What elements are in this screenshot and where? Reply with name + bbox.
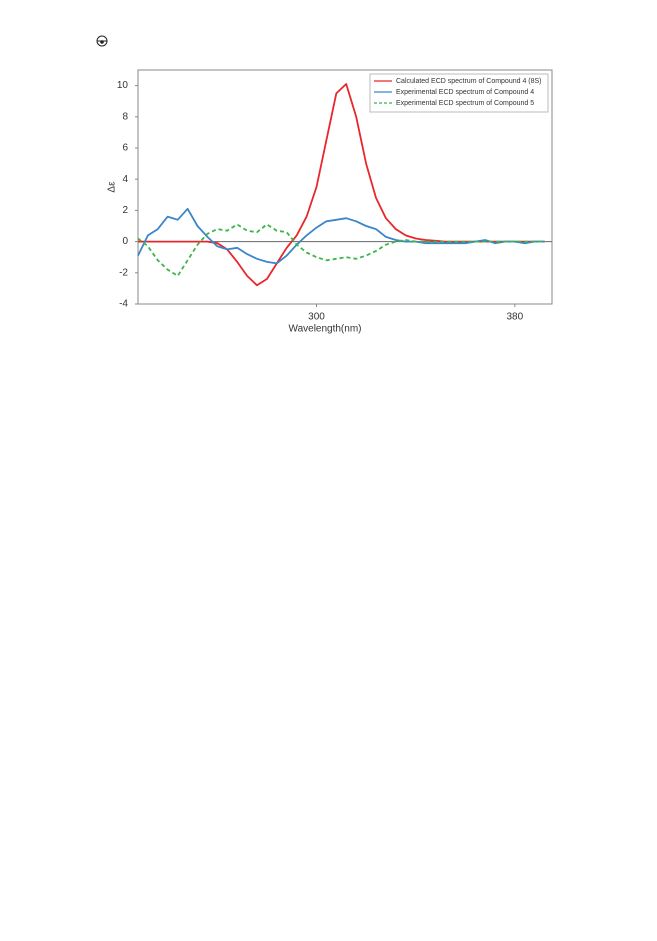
y-tick-label: 2: [122, 205, 128, 216]
y-tick-label: 8: [122, 111, 128, 122]
y-tick-label: -4: [119, 299, 128, 310]
series-line: [137, 223, 545, 277]
plot-frame: [137, 69, 553, 305]
y-tick-label: 0: [122, 236, 128, 247]
y-tick-label: -2: [119, 267, 128, 278]
page-icon: [96, 35, 108, 47]
legend-label: Experimental ECD spectrum of Compound 4: [396, 89, 534, 96]
y-tick-label: 4: [122, 174, 128, 185]
series-line: [138, 83, 545, 287]
x-tick-label: 300: [308, 312, 325, 323]
x-axis-label: Wavelength(nm): [289, 324, 362, 335]
legend-label: Calculated ECD spectrum of Compound 4 (8…: [396, 78, 542, 85]
y-axis-label: Δε: [107, 181, 118, 193]
y-tick-label: 6: [122, 143, 128, 154]
legend-box: [369, 73, 549, 113]
y-tick-label: 10: [117, 80, 129, 91]
legend-label: Experimental ECD spectrum of Compound 5: [396, 100, 534, 107]
x-tick-label: 380: [506, 312, 523, 323]
series-line: [137, 207, 545, 265]
